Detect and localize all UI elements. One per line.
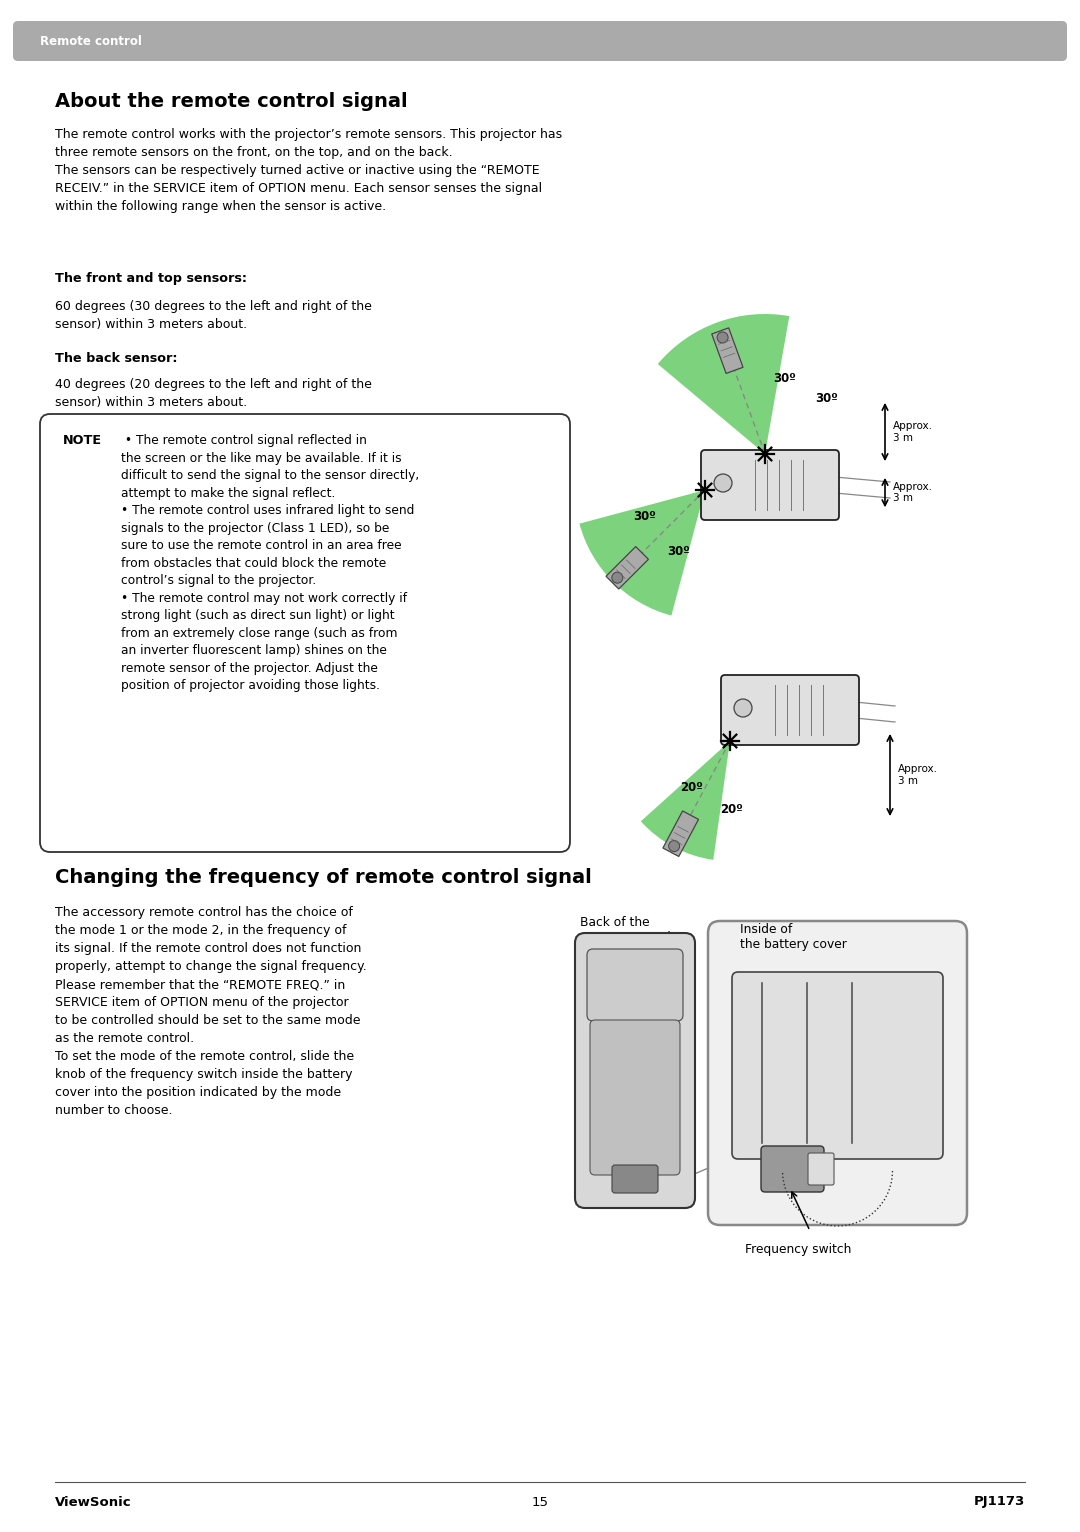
Text: Inside of
the battery cover: Inside of the battery cover [740,922,847,951]
Circle shape [734,699,752,717]
Text: The remote control works with the projector’s remote sensors. This projector has: The remote control works with the projec… [55,129,562,213]
Text: Approx.
3 m: Approx. 3 m [893,421,933,443]
Circle shape [611,571,623,584]
Circle shape [669,841,679,852]
FancyBboxPatch shape [808,1154,834,1184]
Polygon shape [712,328,743,374]
Text: Changing the frequency of remote control signal: Changing the frequency of remote control… [55,869,592,887]
Circle shape [717,332,728,343]
FancyBboxPatch shape [701,450,839,519]
FancyBboxPatch shape [721,676,859,745]
Polygon shape [606,547,648,588]
Text: The front and top sensors:: The front and top sensors: [55,273,247,285]
Text: About the remote control signal: About the remote control signal [55,92,407,110]
Wedge shape [580,490,705,616]
Text: Back of the
remote control: Back of the remote control [580,916,671,944]
Text: 30º: 30º [815,392,838,404]
Text: Approx.
3 m: Approx. 3 m [897,764,939,786]
Text: 20º: 20º [680,781,703,794]
Text: Approx.
3 m: Approx. 3 m [893,481,933,504]
Text: Frequency switch: Frequency switch [745,1242,851,1256]
Text: • The remote control signal reflected in
the screen or the like may be available: • The remote control signal reflected in… [121,434,419,692]
Text: Remote control: Remote control [40,35,141,47]
Circle shape [714,473,732,492]
FancyBboxPatch shape [612,1164,658,1193]
FancyBboxPatch shape [588,948,683,1020]
FancyBboxPatch shape [590,1020,680,1175]
Text: 30º: 30º [773,372,796,385]
FancyBboxPatch shape [575,933,696,1209]
FancyBboxPatch shape [13,21,1067,61]
Text: ViewSonic: ViewSonic [55,1495,132,1509]
Text: PJ1173: PJ1173 [974,1495,1025,1509]
FancyBboxPatch shape [761,1146,824,1192]
Text: 40 degrees (20 degrees to the left and right of the
sensor) within 3 meters abou: 40 degrees (20 degrees to the left and r… [55,378,372,409]
FancyBboxPatch shape [708,921,967,1226]
Text: The back sensor:: The back sensor: [55,352,177,365]
FancyBboxPatch shape [40,414,570,852]
Polygon shape [663,810,699,856]
FancyBboxPatch shape [732,971,943,1160]
Wedge shape [640,741,730,859]
Text: 20º: 20º [720,803,743,817]
Text: 15: 15 [531,1495,549,1509]
Text: 30º: 30º [633,510,656,522]
Text: 60 degrees (30 degrees to the left and right of the
sensor) within 3 meters abou: 60 degrees (30 degrees to the left and r… [55,300,372,331]
Text: The accessory remote control has the choice of
the mode 1 or the mode 2, in the : The accessory remote control has the cho… [55,905,367,1117]
Wedge shape [658,314,789,453]
Text: 30º: 30º [667,545,690,558]
Text: NOTE: NOTE [63,434,102,447]
